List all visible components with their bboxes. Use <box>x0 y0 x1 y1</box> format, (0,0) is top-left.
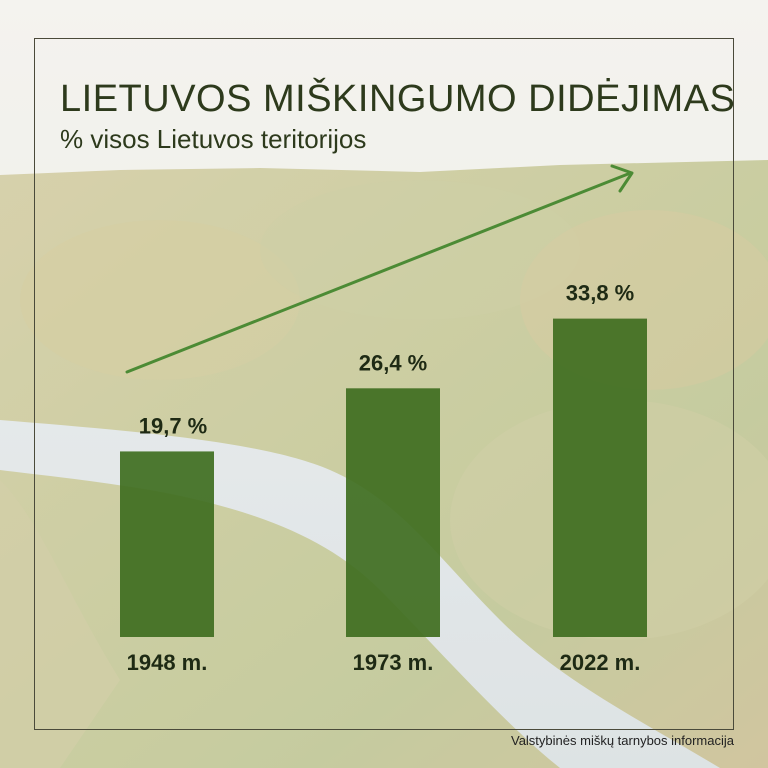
category-label-3: 2022 m. <box>560 650 641 675</box>
value-label-1: 19,7 % <box>139 413 208 438</box>
value-label-3: 33,8 % <box>566 281 635 306</box>
chart-frame <box>34 38 734 730</box>
trend-arrow-line <box>125 172 630 374</box>
category-label-1: 1948 m. <box>127 650 208 675</box>
value-label-2: 26,4 % <box>359 350 428 375</box>
trend-arrow-head <box>610 164 634 193</box>
chart-subtitle: % visos Lietuvos teritorijos <box>60 124 367 154</box>
bar-1 <box>120 451 214 637</box>
bar-3 <box>553 318 647 637</box>
source-note: Valstybinės miškų tarnybos informacija <box>510 733 734 748</box>
bar-2 <box>346 388 440 637</box>
chart-title: LIETUVOS MIŠKINGUMO DIDĖJIMAS <box>60 78 736 120</box>
category-label-2: 1973 m. <box>353 650 434 675</box>
